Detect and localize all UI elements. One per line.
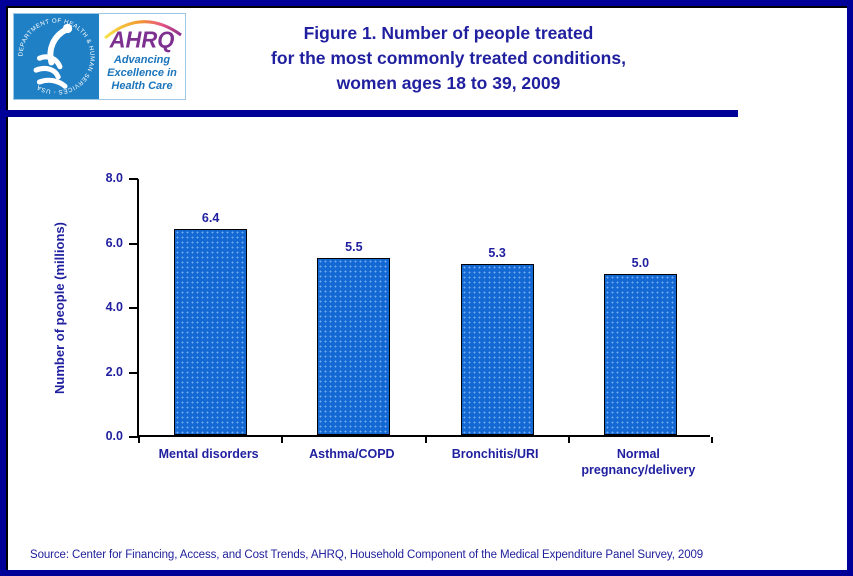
y-axis-tick-label: 2.0 [105, 364, 123, 379]
y-axis-tick [129, 242, 138, 245]
ahrq-wordmark: AHRQ [109, 26, 175, 53]
bar-value-label: 6.4 [201, 210, 220, 225]
bar-bronchitis-uri [460, 264, 534, 435]
y-axis-tick [129, 307, 138, 309]
y-axis-tick-label: 0.0 [105, 429, 123, 443]
x-axis-labels: Mental disorders Asthma/COPD Bronchitis/UR… [137, 446, 710, 486]
hhs-logo: DEPARTMENT OF HEALTH & HUMAN SERVICES - … [14, 14, 99, 99]
y-axis-tick-label: 6.0 [105, 235, 123, 250]
bar-value-label: 5.0 [631, 255, 650, 270]
category-label: Normal pregnancy/delivery [581, 447, 696, 477]
y-axis-tick [129, 436, 138, 438]
category-label: Bronchitis/URI [451, 447, 539, 461]
tagline-line: Health Care [111, 80, 173, 92]
bar-normal-pregnancy-delivery [603, 273, 677, 435]
ahrq-hhs-logo: DEPARTMENT OF HEALTH & HUMAN SERVICES - … [13, 13, 186, 100]
figure-title-line1: Figure 1. Number of people treated [303, 23, 594, 43]
bar-value-label: 5.3 [488, 246, 506, 261]
category-label: Mental disorders [158, 447, 259, 461]
category-label: Asthma/COPD [309, 447, 395, 461]
bar-value-label: 5.5 [345, 239, 363, 254]
y-axis-tick-label: 8.0 [105, 171, 123, 185]
y-axis-tick-label: 4.0 [105, 300, 123, 314]
eagle-head [62, 23, 73, 34]
x-axis-tick [567, 437, 570, 443]
source-note: Source: Center for Financing, Access, an… [30, 549, 704, 561]
x-axis-tick [424, 437, 427, 443]
plot-area: 0.0 2.0 4.0 6.0 8.0 6.4 5.5 5.3 5.0 [106, 171, 713, 443]
figure-title-line2: for the most commonly treated conditions… [271, 48, 626, 68]
tagline-line: Advancing [113, 54, 171, 66]
x-axis-tick [281, 437, 284, 443]
ahrq-logo: AHRQ Advancing Excellence in Health Care [99, 14, 185, 99]
rainbow-arc-icon [104, 20, 182, 39]
y-axis-title: Number of people (millions) [52, 222, 67, 394]
bar-asthma-copd [317, 257, 391, 435]
x-axis-tick [711, 437, 713, 443]
figure-title-line3: women ages 18 to 39, 2009 [336, 73, 561, 93]
header-divider-bar [6, 110, 738, 117]
y-axis-tick [129, 371, 138, 374]
bar-mental-disorders [174, 228, 248, 435]
hhs-eagle-icon: DEPARTMENT OF HEALTH & HUMAN SERVICES - … [17, 17, 95, 95]
figure-title: Figure 1. Number of people treated for t… [50, 21, 847, 96]
tagline-line: Excellence in [107, 67, 177, 79]
ahrq-tagline: Advancing Excellence in Health Care [99, 54, 185, 93]
y-axis-tick [129, 178, 138, 180]
x-axis-tick [138, 437, 140, 443]
